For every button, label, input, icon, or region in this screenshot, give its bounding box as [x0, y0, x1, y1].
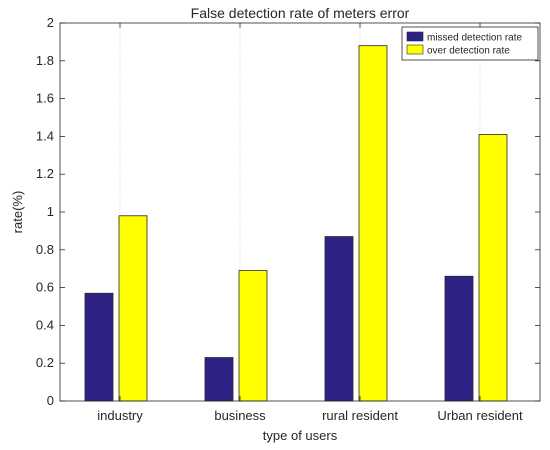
legend-label: missed detection rate — [427, 33, 522, 44]
bar-over-3 — [478, 134, 508, 402]
y-tick-label: 2 — [47, 15, 54, 30]
bar-missed-0 — [84, 292, 114, 402]
y-tick-label: 0.6 — [36, 280, 54, 295]
x-tick-label: business — [214, 408, 266, 423]
bar-missed-3 — [444, 275, 474, 402]
x-tick-label: Urban resident — [437, 408, 523, 423]
y-axis-label: rate(%) — [10, 191, 25, 234]
y-tick-label: 1 — [47, 204, 54, 219]
bar-over-1 — [238, 270, 268, 402]
legend-box — [401, 26, 539, 61]
legend-swatch — [406, 44, 424, 55]
y-tick-label: 1.2 — [36, 166, 54, 181]
bar-over-0 — [118, 215, 148, 402]
y-tick-label: 0 — [47, 393, 54, 408]
x-tick-label: industry — [97, 408, 143, 423]
legend-swatch — [406, 31, 424, 42]
plot-area: 0 0.2 0.4 0.6 0.8 1 1.2 1.4 1.6 1.8 2 industry busin… — [36, 15, 541, 423]
bar-over-2 — [358, 45, 388, 402]
bar-missed-2 — [324, 236, 354, 402]
y-tick-label: 1.4 — [36, 128, 54, 143]
x-axis-label: type of users — [263, 428, 338, 443]
x-tick-label: rural resident — [322, 408, 398, 423]
y-tick-label: 0.8 — [36, 242, 54, 257]
chart-title: False detection rate of meters error — [191, 5, 410, 21]
y-tick-label: 1.8 — [36, 53, 54, 68]
bar-missed-1 — [204, 357, 234, 402]
y-tick-label: 1.6 — [36, 91, 54, 106]
y-tick-label: 0.2 — [36, 355, 54, 370]
legend-label: over detection rate — [427, 46, 510, 57]
y-tick-label: 0.4 — [36, 317, 54, 332]
